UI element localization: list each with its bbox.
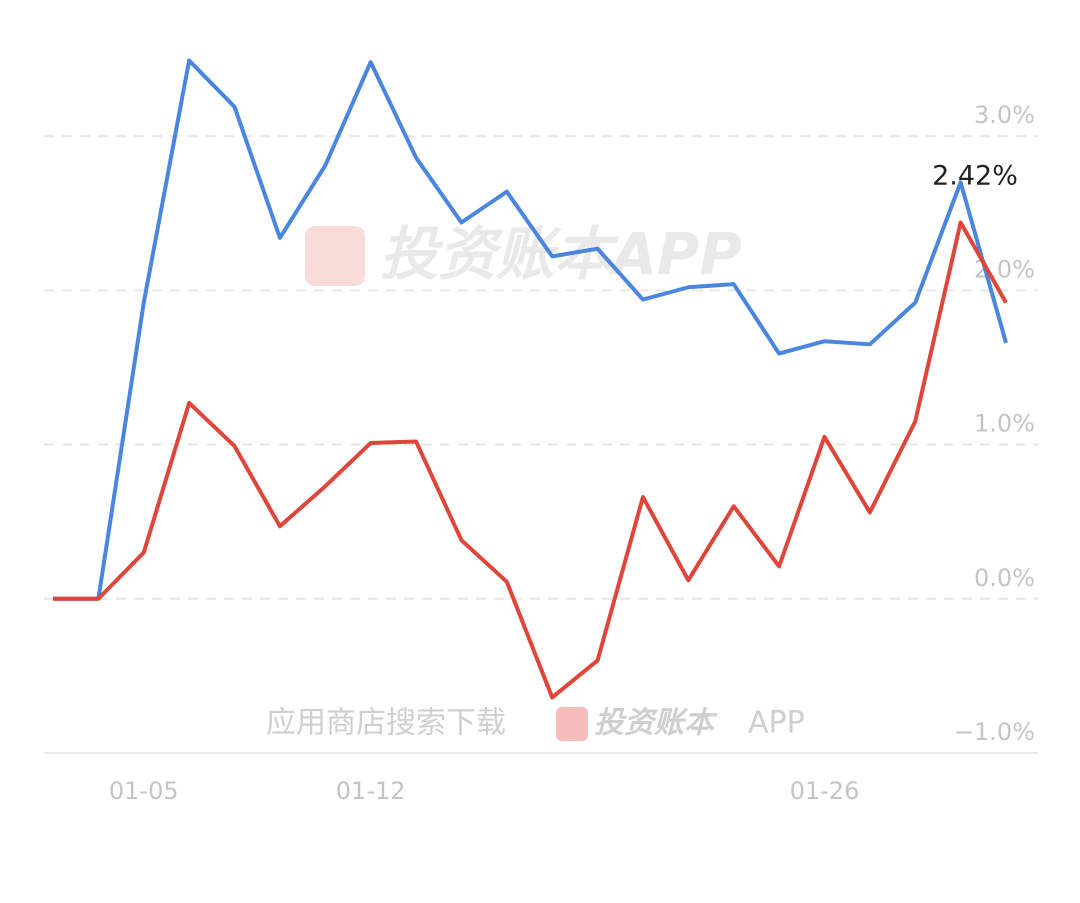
watermark-text: APP: [748, 706, 805, 741]
watermark-text: 应用商店搜索下载: [266, 706, 506, 741]
series-line: [53, 220, 1008, 700]
watermark-text: 投资账本: [594, 706, 718, 741]
y-tick-label: 3.0%: [974, 101, 1035, 129]
x-tick-label: 01-05: [109, 777, 179, 805]
x-tick-label: 01-12: [336, 777, 406, 805]
x-tick-label: 01-26: [790, 777, 860, 805]
watermark: 投资账本APP: [305, 220, 742, 288]
y-tick-label: 1.0%: [974, 410, 1035, 438]
watermark-icon: [556, 707, 588, 741]
annotation: 2.42%: [932, 161, 1018, 192]
series-line: [53, 58, 1008, 601]
watermark-bottom: 应用商店搜索下载 投资账本 APP: [266, 706, 805, 741]
y-tick-label: 0.0%: [974, 564, 1035, 592]
watermark-icon: [305, 226, 365, 286]
y-tick-label: −1.0%: [954, 718, 1035, 746]
